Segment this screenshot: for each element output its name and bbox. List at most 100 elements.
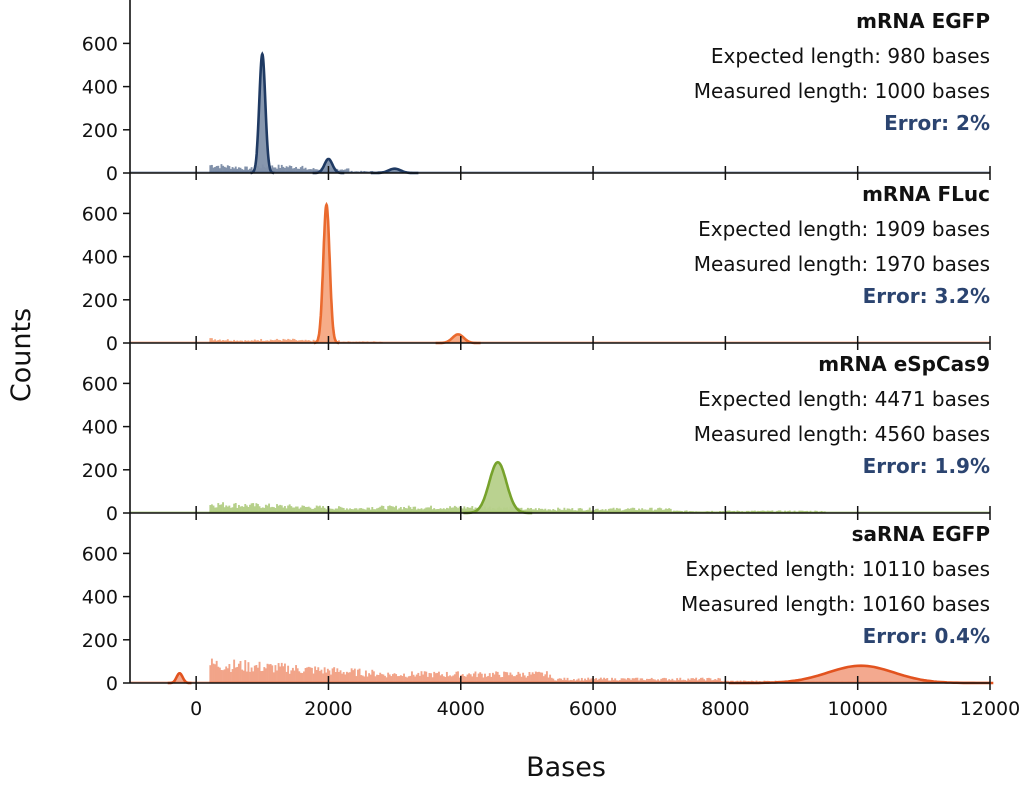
noise-bar bbox=[450, 507, 453, 513]
noise-bar bbox=[290, 166, 293, 173]
noise-bar bbox=[520, 507, 523, 513]
noise-bar bbox=[572, 679, 575, 683]
noise-bar bbox=[495, 671, 498, 683]
noise-bar bbox=[515, 674, 518, 683]
noise-bar bbox=[304, 668, 307, 683]
noise-bar bbox=[436, 672, 439, 683]
noise-bar bbox=[522, 672, 525, 683]
noise-bar bbox=[337, 506, 340, 513]
noise-bar bbox=[542, 676, 545, 683]
noise-bar bbox=[482, 677, 485, 683]
noise-bar bbox=[268, 664, 271, 683]
noise-bar bbox=[314, 666, 317, 683]
peak-fill bbox=[313, 204, 340, 343]
noise-bar bbox=[463, 506, 466, 513]
noise-bar bbox=[534, 508, 537, 513]
noise-bar bbox=[249, 504, 251, 513]
noise-bar bbox=[372, 671, 375, 683]
noise-bar bbox=[218, 667, 221, 683]
noise-bar bbox=[553, 509, 556, 513]
y-tick-label: 400 bbox=[82, 77, 118, 99]
noise-bar bbox=[628, 508, 631, 513]
noise-bar bbox=[552, 678, 555, 683]
noise-bar bbox=[220, 164, 223, 173]
noise-bar bbox=[223, 166, 226, 173]
noise-bar bbox=[285, 508, 288, 513]
noise-bar bbox=[390, 506, 393, 513]
noise-bar bbox=[465, 676, 467, 683]
noise-bar bbox=[614, 678, 617, 683]
noise-bar bbox=[266, 663, 269, 683]
noise-bar bbox=[215, 166, 218, 173]
noise-bar bbox=[274, 339, 277, 343]
noise-bar bbox=[445, 507, 448, 513]
noise-bar bbox=[430, 673, 432, 683]
noise-bar bbox=[525, 677, 528, 683]
noise-bar bbox=[353, 508, 356, 513]
noise-bar bbox=[588, 679, 591, 683]
noise-bar bbox=[301, 505, 304, 513]
noise-bar bbox=[647, 509, 650, 513]
noise-bar bbox=[541, 508, 544, 513]
noise-bar bbox=[436, 508, 439, 513]
noise-bar bbox=[260, 671, 263, 683]
noise-bar bbox=[325, 509, 328, 513]
noise-bar bbox=[310, 509, 313, 513]
noise-bar bbox=[276, 504, 278, 513]
noise-bar bbox=[217, 165, 220, 173]
noise-bar bbox=[401, 675, 404, 683]
error-value: Error: 2% bbox=[884, 111, 990, 135]
noise-bar bbox=[587, 509, 590, 513]
y-tick-label: 200 bbox=[82, 120, 118, 142]
y-tick-label: 0 bbox=[106, 163, 118, 185]
noise-bar bbox=[411, 671, 413, 683]
noise-bar bbox=[539, 508, 542, 513]
noise-bar bbox=[558, 678, 561, 683]
noise-bar bbox=[336, 668, 339, 683]
noise-bar bbox=[322, 673, 324, 683]
noise-bar bbox=[682, 679, 685, 683]
noise-bar bbox=[379, 506, 382, 513]
noise-bar bbox=[472, 673, 475, 683]
noise-bar bbox=[396, 509, 399, 513]
noise-bar bbox=[625, 679, 628, 683]
noise-bar bbox=[442, 676, 445, 683]
noise-bar bbox=[296, 168, 299, 173]
noise-bar bbox=[214, 664, 217, 683]
noise-bar bbox=[625, 509, 628, 513]
y-tick-label: 400 bbox=[82, 417, 118, 439]
noise-bar bbox=[612, 679, 615, 683]
noise-bar bbox=[301, 165, 304, 173]
noise-bar bbox=[247, 507, 250, 513]
noise-bar bbox=[431, 677, 434, 683]
noise-bar bbox=[528, 672, 531, 683]
noise-bar bbox=[285, 339, 288, 343]
noise-bar bbox=[342, 672, 345, 683]
noise-bar bbox=[580, 677, 583, 683]
error-value: Error: 1.9% bbox=[863, 454, 990, 478]
noise-bar bbox=[663, 509, 666, 513]
noise-bar bbox=[209, 338, 212, 343]
noise-bar bbox=[596, 508, 599, 513]
noise-bar bbox=[531, 509, 534, 513]
noise-bar bbox=[523, 675, 526, 683]
noise-bar bbox=[377, 675, 380, 683]
noise-bar bbox=[434, 509, 437, 513]
noise-bar bbox=[352, 509, 355, 513]
noise-bar bbox=[490, 676, 493, 683]
noise-bar bbox=[368, 673, 371, 683]
noise-bar bbox=[309, 667, 312, 683]
noise-bar bbox=[272, 672, 275, 683]
noise-bar bbox=[287, 505, 290, 513]
noise-bar bbox=[303, 671, 305, 683]
noise-bar bbox=[333, 667, 336, 683]
noise-bar bbox=[650, 507, 653, 513]
panel-title: mRNA EGFP bbox=[856, 9, 990, 33]
noise-bar bbox=[557, 678, 559, 683]
noise-bar bbox=[626, 677, 629, 683]
noise-bar bbox=[298, 168, 301, 173]
noise-bar bbox=[442, 508, 445, 513]
noise-bar bbox=[326, 668, 329, 683]
noise-bar bbox=[595, 678, 598, 683]
